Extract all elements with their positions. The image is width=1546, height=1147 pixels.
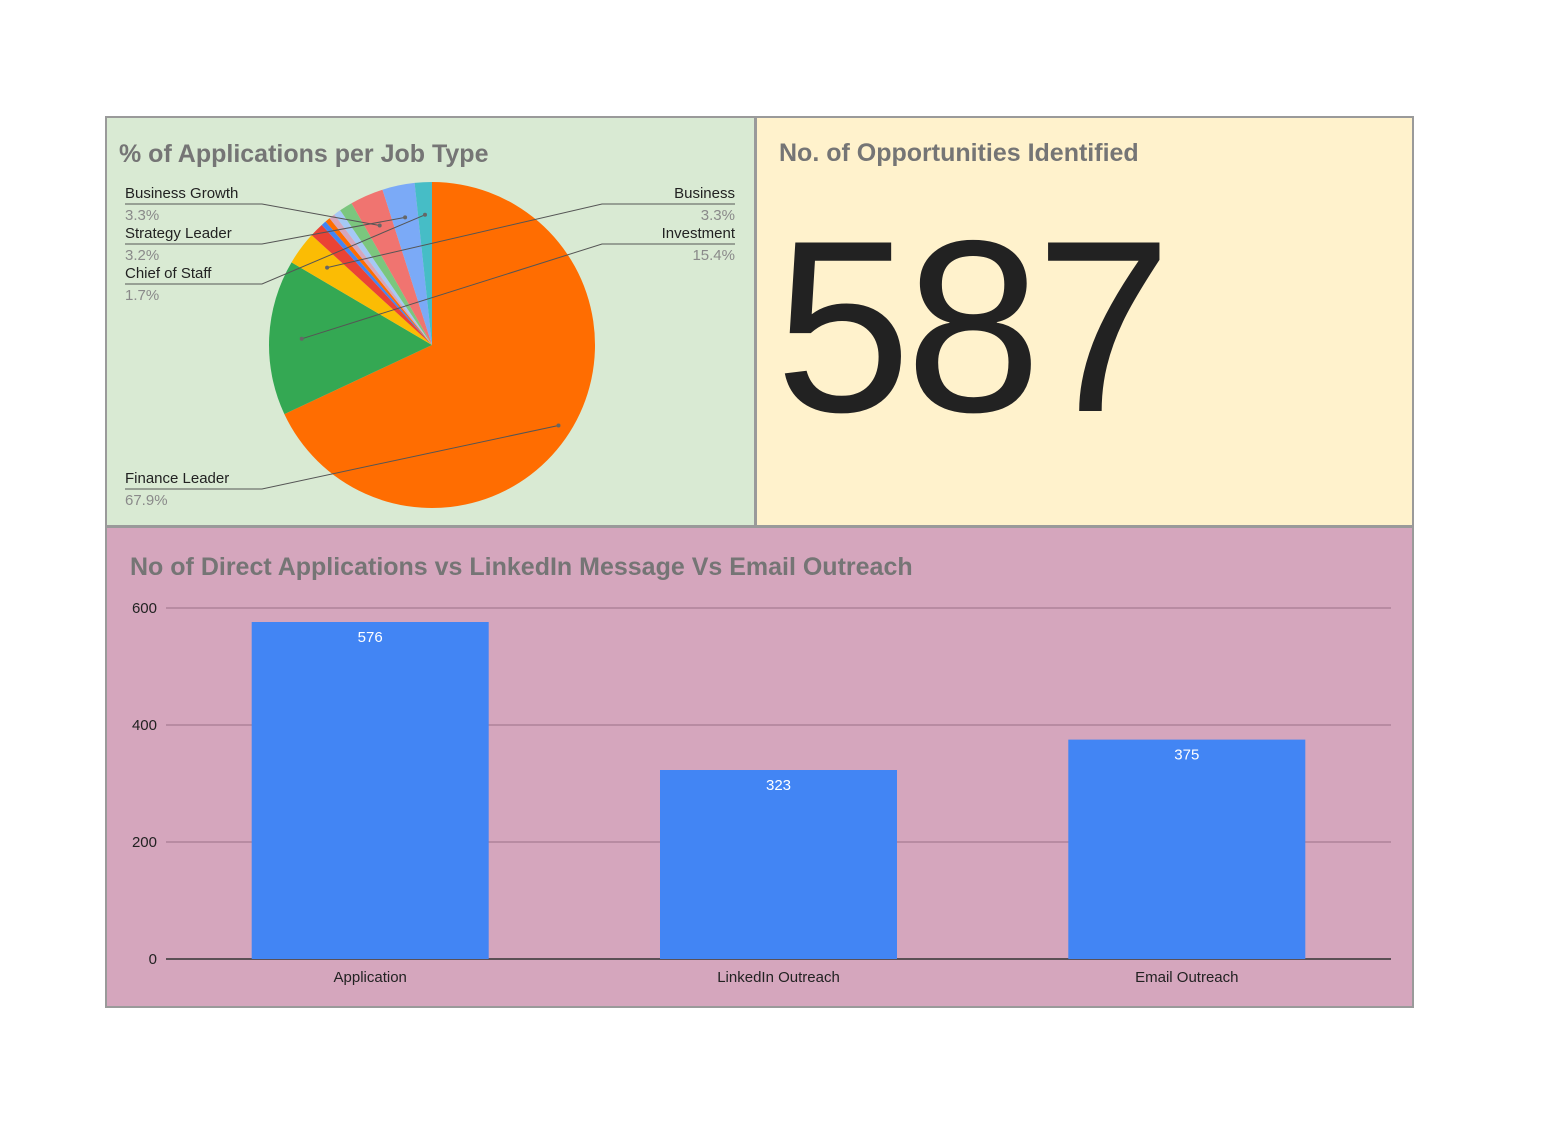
pie-leader-dot-finance-leader [556,423,561,428]
bar-email-outreach [1068,739,1306,959]
y-tick-label-400: 400 [132,717,157,734]
pie-label-investment: Investment [662,225,736,242]
pie-slice-unlabeled-6 [329,214,432,345]
bar-chart-title: No of Direct Applications vs LinkedIn Me… [130,553,913,581]
pie-leader-dot-strategy-leader [403,215,408,220]
pie-value-label-business-growth: 3.3% [125,207,159,224]
kpi-title: No. of Opportunities Identified [779,139,1139,167]
pie-label-business: Business [674,185,735,202]
y-tick-label-200: 200 [132,834,157,851]
pie-value-label-investment: 15.4% [692,247,735,264]
x-tick-label-linkedin-outreach: LinkedIn Outreach [717,969,840,986]
pie-chart-title: % of Applications per Job Type [119,140,489,168]
pie-value-label-finance-leader: 67.9% [125,492,168,509]
pie-value-label-strategy-leader: 3.2% [125,247,159,264]
pie-slice-business-growth [351,189,432,345]
pie-value-label-business: 3.3% [701,207,735,224]
pie-value-label-chief-of-staff: 1.7% [125,287,159,304]
pie-chart-panel: % of Applications per Job Type Finance L… [105,116,756,527]
pie-leader-line-business-growth [125,203,380,226]
pie-slice-finance-leader [284,182,596,508]
y-tick-label-600: 600 [132,600,157,617]
pie-leader-dot-chief-of-staff [423,212,427,217]
pie-label-chief-of-staff: Chief of Staff [125,265,212,282]
bar-application [251,622,489,959]
bar-value-label-email-outreach: 375 [1174,747,1199,764]
y-tick-label-0: 0 [149,951,157,968]
pie-leader-dot-business [325,265,330,270]
pie-slice-unlabeled-7 [334,210,432,345]
pie-leader-line-investment [301,243,735,340]
bar-value-label-application: 576 [358,629,383,646]
x-tick-label-email-outreach: Email Outreach [1135,969,1238,986]
pie-slice-strategy-leader [382,182,432,345]
bar-value-label-linkedin-outreach: 323 [766,777,791,794]
pie-leader-line-business [326,203,735,269]
pie-leader-line-strategy-leader [125,216,406,245]
pie-leader-line-finance-leader [125,425,559,490]
pie-leader-dot-business-growth [377,223,382,228]
pie-slice-business [291,235,432,345]
pie-leader-line-chief-of-staff [125,214,426,285]
pie-slice-unlabeled-3 [311,224,432,345]
pie-slice-investment [269,262,432,415]
pie-label-business-growth: Business Growth [125,185,238,202]
bar-chart: 0 200 400 600 576 Application 323 LinkedIn Outr… [132,600,1391,986]
pie-label-finance-leader: Finance Leader [125,470,229,487]
x-tick-label-application: Application [334,969,407,986]
bar-linkedin-outreach [660,770,897,959]
pie-slice-unlabeled-4 [321,221,432,345]
pie-slice-unlabeled-5 [325,218,432,345]
bar-chart-panel: No of Direct Applications vs LinkedIn Me… [105,526,1414,1008]
pie-chart: Finance Leader 67.9% Investment 15.4% Busine… [125,182,736,509]
pie-slice-unlabeled-8 [340,203,432,345]
pie-slice-chief-of-staff [414,182,432,345]
pie-leader-dot-investment [299,336,304,341]
pie-label-strategy-leader: Strategy Leader [125,225,232,242]
kpi-value: 587 [775,189,1172,463]
kpi-panel: No. of Opportunities Identified 587 [755,116,1414,527]
